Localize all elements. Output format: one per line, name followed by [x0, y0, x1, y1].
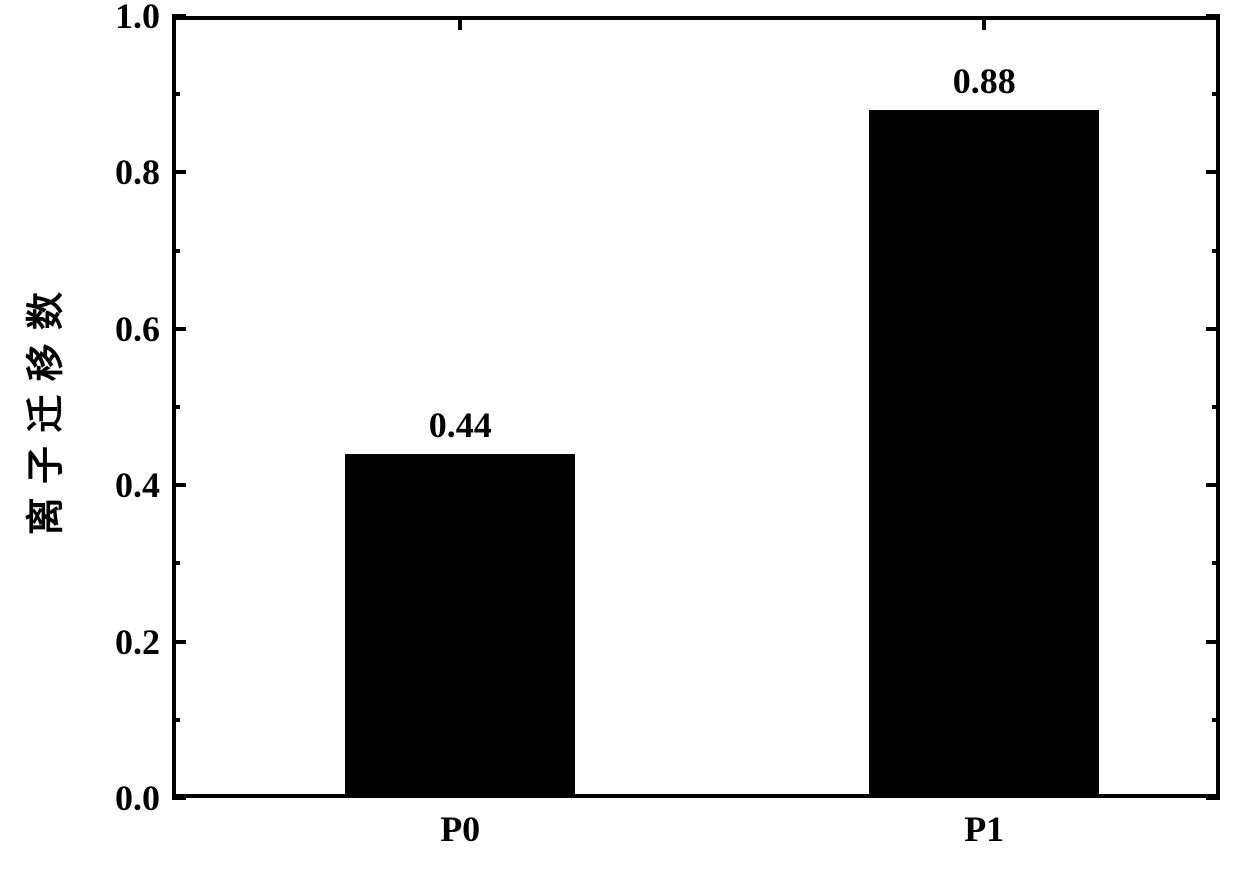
xtick-top [982, 16, 986, 30]
ytick-right [1206, 14, 1220, 18]
ytick-label: 1.0 [82, 0, 160, 37]
ytick-left [172, 327, 186, 331]
ytick-label: 0.6 [82, 308, 160, 350]
ytick-minor-left [172, 718, 180, 722]
ytick-right [1206, 170, 1220, 174]
y-axis-label: 离子迁移数 [15, 279, 70, 536]
bar-value-label: 0.44 [429, 404, 492, 446]
x-axis-top-line [172, 16, 1220, 20]
ytick-label: 0.0 [82, 777, 160, 819]
bar [869, 110, 1100, 798]
ytick-left [172, 170, 186, 174]
ytick-minor-right [1212, 249, 1220, 253]
ytick-left [172, 14, 186, 18]
xtick-top [458, 16, 462, 30]
chart-container: 离子迁移数 0.0 0.2 0.4 0.6 0.8 1.0 P0 0.44 P1 0.88 [0, 0, 1240, 880]
ytick-minor-right [1212, 92, 1220, 96]
ytick-right [1206, 483, 1220, 487]
xtick-label: P1 [964, 808, 1004, 850]
ytick-label: 0.2 [82, 621, 160, 663]
ytick-left [172, 796, 186, 800]
ytick-right [1206, 796, 1220, 800]
ytick-minor-right [1212, 561, 1220, 565]
ytick-minor-left [172, 92, 180, 96]
ytick-label: 0.4 [82, 464, 160, 506]
ytick-right [1206, 327, 1220, 331]
ytick-left [172, 640, 186, 644]
ytick-minor-left [172, 249, 180, 253]
xtick-label: P0 [440, 808, 480, 850]
ytick-label: 0.8 [82, 151, 160, 193]
ytick-right [1206, 640, 1220, 644]
ytick-minor-right [1212, 405, 1220, 409]
bar [345, 454, 576, 798]
bar-value-label: 0.88 [953, 60, 1016, 102]
ytick-left [172, 483, 186, 487]
ytick-minor-left [172, 405, 180, 409]
ytick-minor-left [172, 561, 180, 565]
ytick-minor-right [1212, 718, 1220, 722]
